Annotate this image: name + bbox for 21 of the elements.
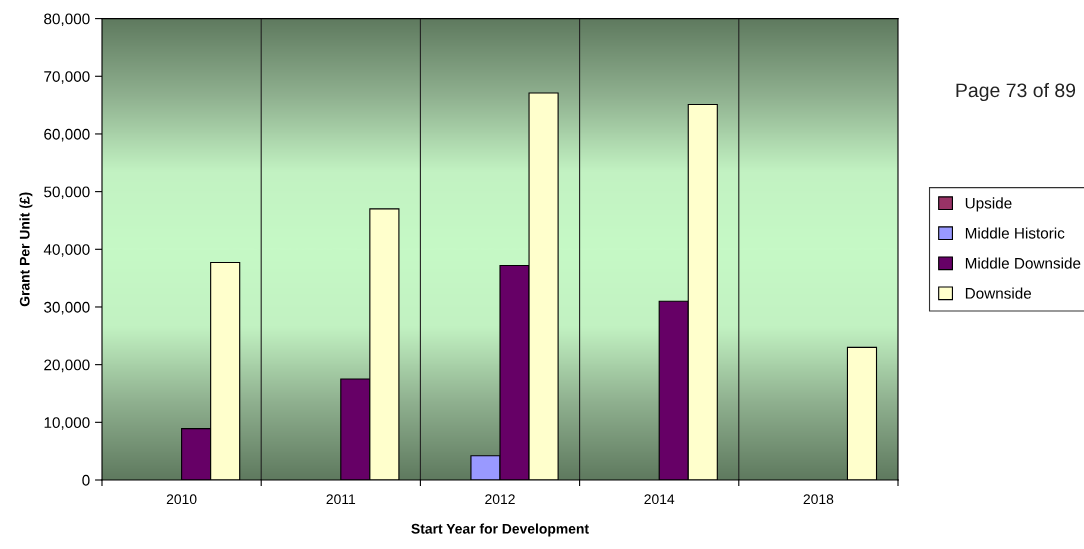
- x-tick-label: 2018: [803, 494, 834, 505]
- legend-label: Downside: [965, 287, 1032, 299]
- x-tick-label: 2014: [644, 494, 675, 505]
- y-tick-label: 70,000: [44, 71, 90, 84]
- legend-label: Middle Downside: [965, 257, 1081, 269]
- legend-label: Upside: [965, 197, 1012, 212]
- y-tick-label: 60,000: [44, 128, 90, 142]
- y-tick-label: 20,000: [44, 359, 90, 373]
- legend-label: Middle Historic: [965, 227, 1065, 239]
- y-tick-label: 50,000: [44, 186, 90, 200]
- x-tick-label: 2010: [166, 494, 197, 505]
- text: Page 73 of 89: [956, 82, 1076, 102]
- y-tick-label: 0: [82, 474, 90, 486]
- y-tick-label: 10,000: [44, 417, 90, 430]
- x-tick-label: 2011: [326, 494, 356, 505]
- y-axis-title: Grant Per Unit (£): [19, 192, 33, 307]
- y-tick-label: 80,000: [44, 13, 90, 27]
- x-tick-label: 2012: [485, 494, 515, 505]
- y-tick-label: 30,000: [44, 301, 90, 315]
- y-tick-label: 40,000: [43, 244, 90, 257]
- x-axis-title: Start Year for Development: [411, 523, 589, 537]
